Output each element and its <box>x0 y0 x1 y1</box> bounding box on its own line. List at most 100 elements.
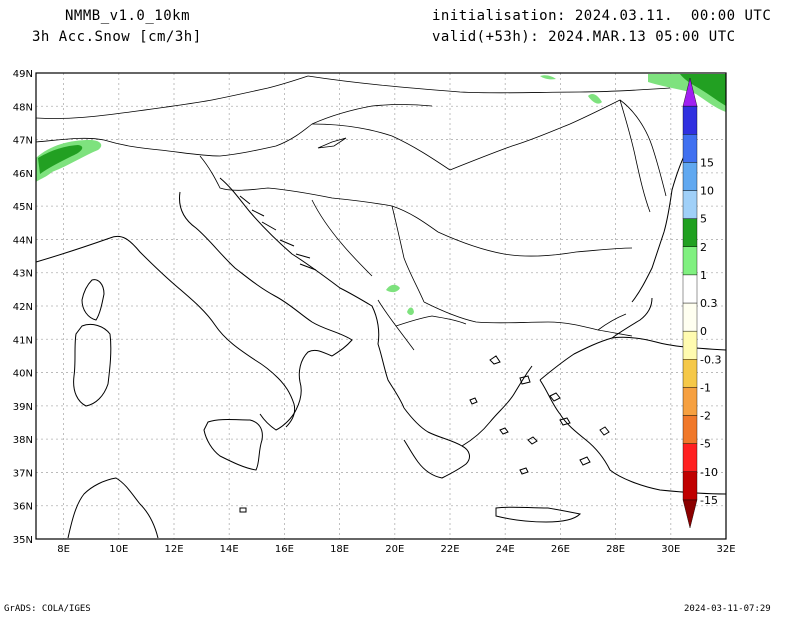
colorbar-segment <box>682 387 698 416</box>
y-tick-label: 35N <box>13 535 33 546</box>
x-tick-label: 18E <box>330 544 349 555</box>
y-tick-label: 39N <box>13 402 33 413</box>
y-tick-label: 44N <box>13 235 33 246</box>
map-frame <box>35 72 727 540</box>
y-tick-label: 41N <box>13 335 33 346</box>
colorbar-label: 0 <box>700 325 707 338</box>
y-tick-label: 45N <box>13 202 33 213</box>
colorbar-segment <box>682 443 698 472</box>
x-tick-label: 16E <box>275 544 294 555</box>
init-time: initialisation: 2024.03.11. 00:00 UTC <box>432 8 772 24</box>
coast-sardinia <box>73 323 112 407</box>
snow-area-alps <box>36 140 102 182</box>
grid-lines <box>36 72 727 540</box>
coast-adriatic-east <box>219 177 405 409</box>
x-tick-label: 28E <box>606 544 625 555</box>
colorbar-segment <box>682 415 698 444</box>
x-tick-label: 10E <box>109 544 128 555</box>
y-tick-label: 46N <box>13 169 33 180</box>
colorbar-label: -2 <box>700 410 711 423</box>
colorbar-label: 15 <box>700 156 714 169</box>
colorbar-label: -5 <box>700 438 711 451</box>
coast-marmara <box>611 297 653 339</box>
y-tick-label: 42N <box>13 302 33 313</box>
snow-area-carpathians <box>588 94 602 104</box>
y-tick-label: 47N <box>13 136 33 147</box>
colorbar-label: -1 <box>700 381 711 394</box>
coast-corsica <box>81 279 105 321</box>
border-alps <box>36 123 313 157</box>
x-tick-label: 24E <box>496 544 515 555</box>
colorbar-segment <box>682 359 698 388</box>
colorbar-segment <box>682 77 698 107</box>
y-tick-label: 40N <box>13 369 33 380</box>
colorbar-label: 2 <box>700 241 707 254</box>
coast-africa <box>67 477 159 539</box>
colorbar-segment <box>682 134 698 163</box>
y-tick-label: 37N <box>13 468 33 479</box>
borders <box>36 75 671 351</box>
x-tick-label: 30E <box>661 544 680 555</box>
coast-italy-east <box>179 191 353 411</box>
y-tick-label: 48N <box>13 102 33 113</box>
border-hungary <box>311 123 451 171</box>
x-axis-ticks: 8E 10E 12E 14E 16E 18E 20E 22E 24E 26E 28E 30E 32E <box>57 544 735 555</box>
x-tick-label: 8E <box>57 544 70 555</box>
colorbar-segment <box>682 274 698 304</box>
border-moldova <box>619 99 651 213</box>
border-slovenia-croatia <box>199 155 439 233</box>
snow-area-north-1 <box>540 75 556 80</box>
border-hungary-slovakia <box>311 104 433 125</box>
coast-turkey <box>539 336 726 495</box>
colorbar-segment <box>682 162 698 191</box>
y-tick-label: 36N <box>13 502 33 513</box>
colorbar-segment <box>682 330 698 360</box>
border-romania-bulgaria <box>437 231 633 257</box>
aegean-islands <box>469 355 610 475</box>
x-tick-label: 20E <box>385 544 404 555</box>
colorbar-label: -10 <box>700 466 718 479</box>
border-bosnia <box>311 199 373 277</box>
grads-credit: GrADS: COLA/IGES <box>4 604 91 614</box>
variable-title: 3h Acc.Snow [cm/3h] <box>32 29 202 45</box>
coast-italy-heel <box>259 409 297 431</box>
colorbar-segment <box>682 190 698 219</box>
colorbar-segment <box>682 499 698 529</box>
colorbar-segment <box>682 218 698 247</box>
border-germany-austria <box>36 75 309 119</box>
colorbar-label: -15 <box>700 494 718 507</box>
colorbar-segment <box>682 105 698 135</box>
snow-area-alps-core <box>38 145 83 174</box>
y-tick-label: 43N <box>13 269 33 280</box>
border-macedonia <box>395 315 467 327</box>
colorbar-label: 5 <box>700 213 707 226</box>
croatian-islands <box>239 195 317 271</box>
colorbar-label: -0.3 <box>700 353 721 366</box>
y-tick-label: 38N <box>13 435 33 446</box>
coast-italy-west <box>36 235 296 428</box>
model-title: NMMB_v1.0_10km <box>65 8 191 24</box>
x-tick-label: 14E <box>220 544 239 555</box>
border-ukraine <box>307 75 671 94</box>
x-tick-label: 12E <box>164 544 183 555</box>
snow-field <box>36 74 726 315</box>
lake-balaton <box>317 137 347 149</box>
snow-area-northeast-core <box>680 74 726 106</box>
border-romania-north <box>449 99 667 197</box>
colorbar-label: 0.3 <box>700 297 718 310</box>
snow-area-balkans-2 <box>407 307 414 315</box>
border-bulgaria-greece <box>423 301 633 337</box>
coast-crete <box>495 506 582 523</box>
colorbar-segment <box>682 246 698 276</box>
y-tick-label: 49N <box>13 69 33 80</box>
border-serbia <box>391 205 425 303</box>
border-turkey-bulgaria <box>597 313 627 331</box>
coastlines <box>36 151 726 539</box>
generation-timestamp: 2024-03-11-07:29 <box>684 604 771 614</box>
colorbar-segment <box>682 302 698 332</box>
colorbar: -15 -10 -5 -2 -1 -0.3 0 0.3 1 2 5 10 15 <box>682 77 721 529</box>
colorbar-label: 1 <box>700 269 707 282</box>
x-tick-label: 32E <box>716 544 735 555</box>
colorbar-label: 10 <box>700 185 714 198</box>
